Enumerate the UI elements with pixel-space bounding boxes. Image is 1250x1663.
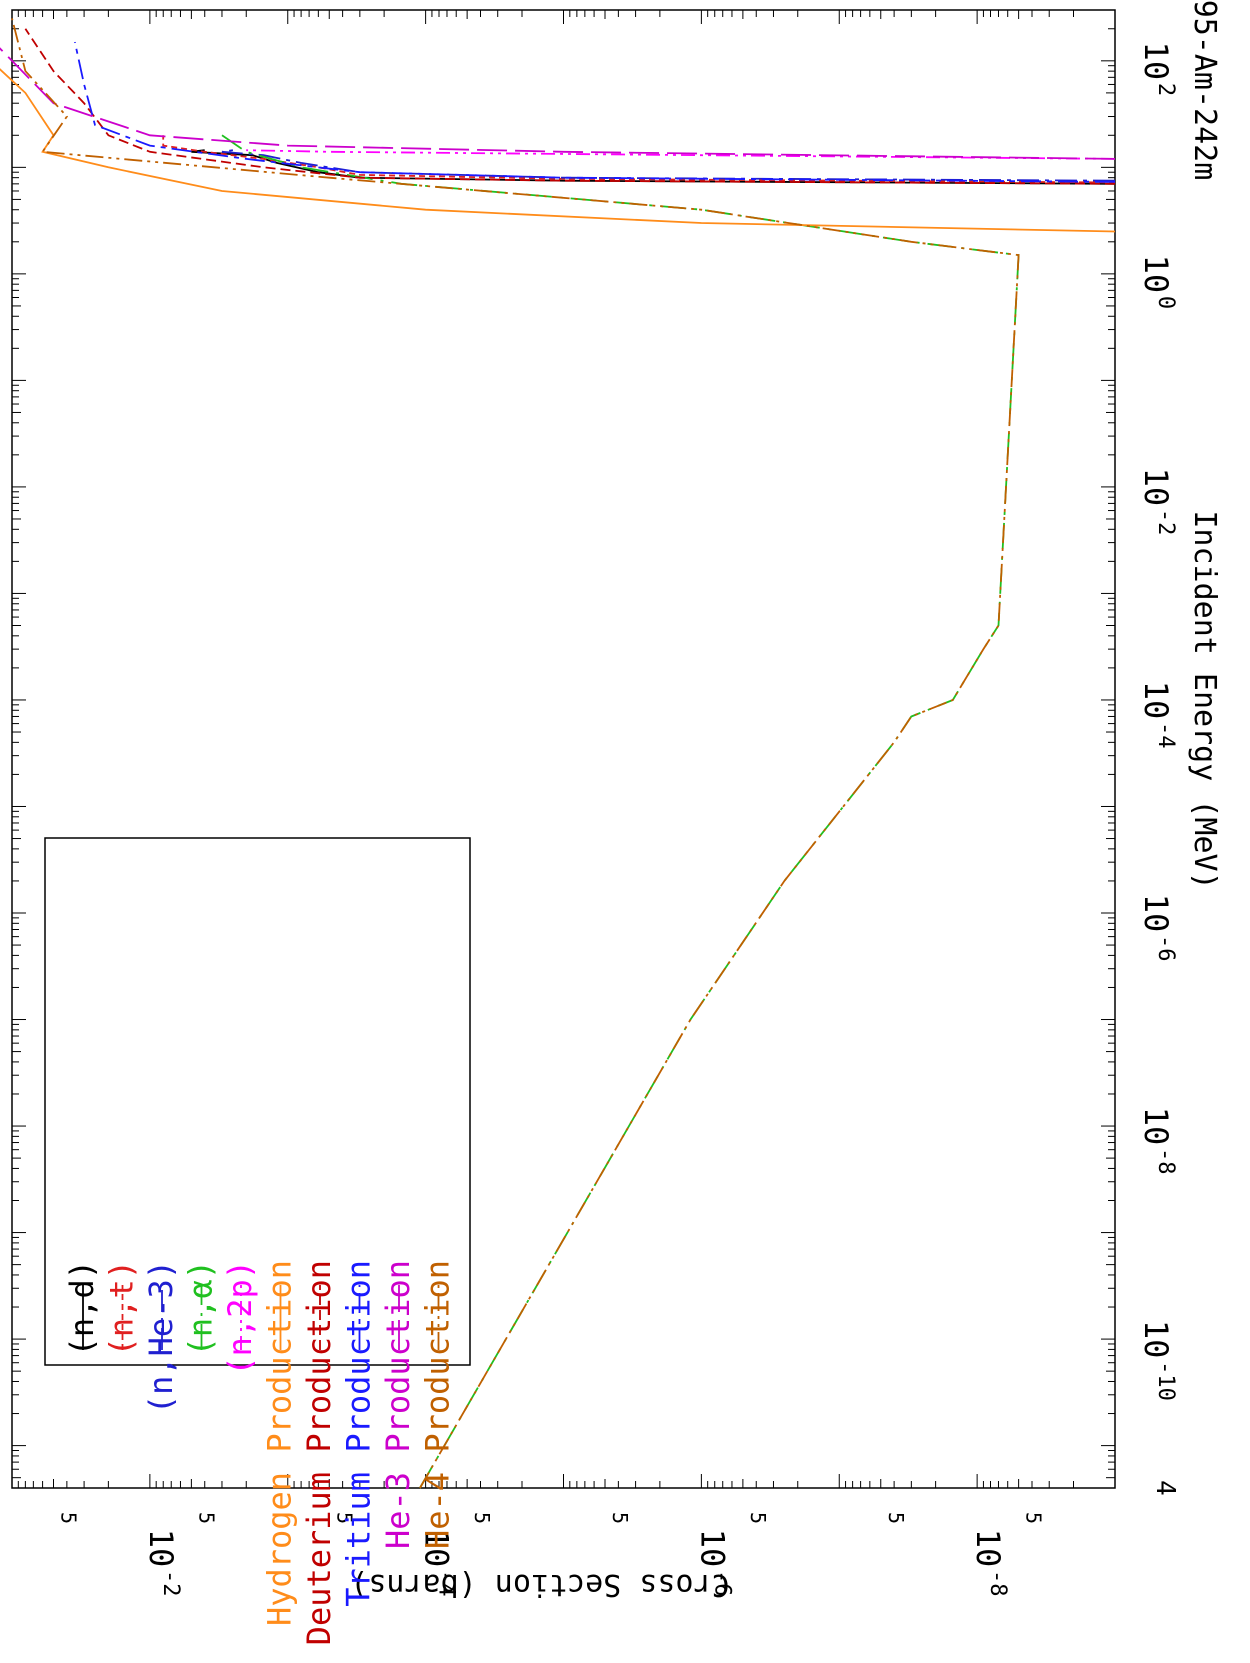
x-tick-label-exp: -6 (1153, 935, 1178, 962)
y-tick-label: 10-8 (969, 1529, 1010, 1597)
y-tick-label: 10-6 (693, 1529, 734, 1597)
y-minor-tick-label: 5 (470, 1512, 494, 1524)
legend-label: Deuterium Production (300, 1260, 338, 1645)
legend-label: (n,He-3) (142, 1260, 180, 1414)
x-tick-label-base: 10 (1137, 42, 1175, 81)
x-tick-label-exp: 0 (1153, 296, 1178, 309)
series-line-5 (0, 68, 1116, 233)
x-tick-label-base: 10 (1137, 468, 1175, 507)
x-axis-title: Incident Energy (MeV) (1187, 510, 1222, 889)
y-tick-label: 10-2 (142, 1529, 183, 1597)
series-line-2 (221, 149, 1116, 182)
x-tick-label-exp: -2 (1153, 509, 1178, 535)
y-tick-label-exp: -8 (985, 1570, 1010, 1597)
legend-label: Tritium Production (340, 1260, 378, 1607)
x-tick-label-exp: -10 (1153, 1361, 1178, 1401)
y-tick-label-exp: -6 (709, 1570, 734, 1597)
x-tick-label: 102 (1137, 42, 1178, 97)
x-tick-label-exp: 2 (1153, 83, 1178, 96)
legend-label: (n,α) (182, 1260, 220, 1356)
x-tick-label: 10-4 (1137, 681, 1178, 749)
series-line-4 (246, 149, 1116, 160)
x-tick-label-exp: -8 (1153, 1148, 1178, 1175)
y-axis-title: Cross Section (barns) (350, 1567, 729, 1602)
y-tick-label: 10-4 (418, 1529, 459, 1597)
legend-label: (n,t) (103, 1260, 141, 1356)
y-minor-tick-label: 5 (332, 1512, 356, 1524)
y-minor-tick-label: 5 (608, 1512, 632, 1524)
legend-label: He-3 Production (379, 1260, 417, 1549)
y-minor-tick-label: 5 (57, 1512, 81, 1524)
series-line-7 (74, 41, 1116, 183)
x-tick-label-base: 10 (1137, 894, 1175, 933)
x-tick-label-base: 10 (1137, 1107, 1175, 1146)
x-tick-label: 10-10 (1137, 1320, 1178, 1401)
x-tick-label-base: 10 (1137, 681, 1175, 720)
y-tick-label-base: 10 (418, 1529, 456, 1568)
y-minor-tick-label: 5 (1022, 1512, 1046, 1524)
x-tick-label-base: 10 (1137, 1320, 1175, 1359)
plot-area: 10-1010-810-610-410-2100102410-810-610-4… (0, 0, 1222, 1645)
y-tick-label-base: 10 (142, 1529, 180, 1568)
series-line-6 (24, 28, 1116, 185)
y-tick-label-exp: -4 (434, 1570, 459, 1597)
y-tick-label-exp: -2 (158, 1570, 183, 1597)
x-tick-label: 10-2 (1137, 468, 1178, 536)
legend-box (44, 837, 471, 1366)
y-minor-tick-label: 5 (746, 1512, 770, 1524)
x-tick-label-exp: -4 (1153, 722, 1178, 749)
legend-label: Hydrogen Production (261, 1260, 299, 1626)
legend-label: (n,2p) (221, 1260, 259, 1376)
y-minor-tick-label: 5 (884, 1512, 908, 1524)
legend-label: (n,d) (63, 1260, 101, 1356)
chart-title: 95-Am-242m (1187, 0, 1222, 180)
series-line-8 (0, 47, 1116, 160)
y-minor-tick-label: 5 (194, 1512, 218, 1524)
series-line-9 (11, 18, 1020, 1489)
x-tick-label-base: 10 (1137, 255, 1175, 294)
x-tick-label: 100 (1137, 255, 1178, 310)
series-line-3 (221, 134, 1020, 1489)
x-tick-label: 10-8 (1137, 1107, 1178, 1175)
y-tick-label-base: 10 (969, 1529, 1007, 1568)
x-tick-label: 10-6 (1137, 894, 1178, 962)
y-tick-label-base: 10 (693, 1529, 731, 1568)
legend-label: He-4 Production (419, 1260, 457, 1549)
x-tick-label: 4 (1150, 1480, 1180, 1496)
series-line-1 (162, 135, 1116, 184)
